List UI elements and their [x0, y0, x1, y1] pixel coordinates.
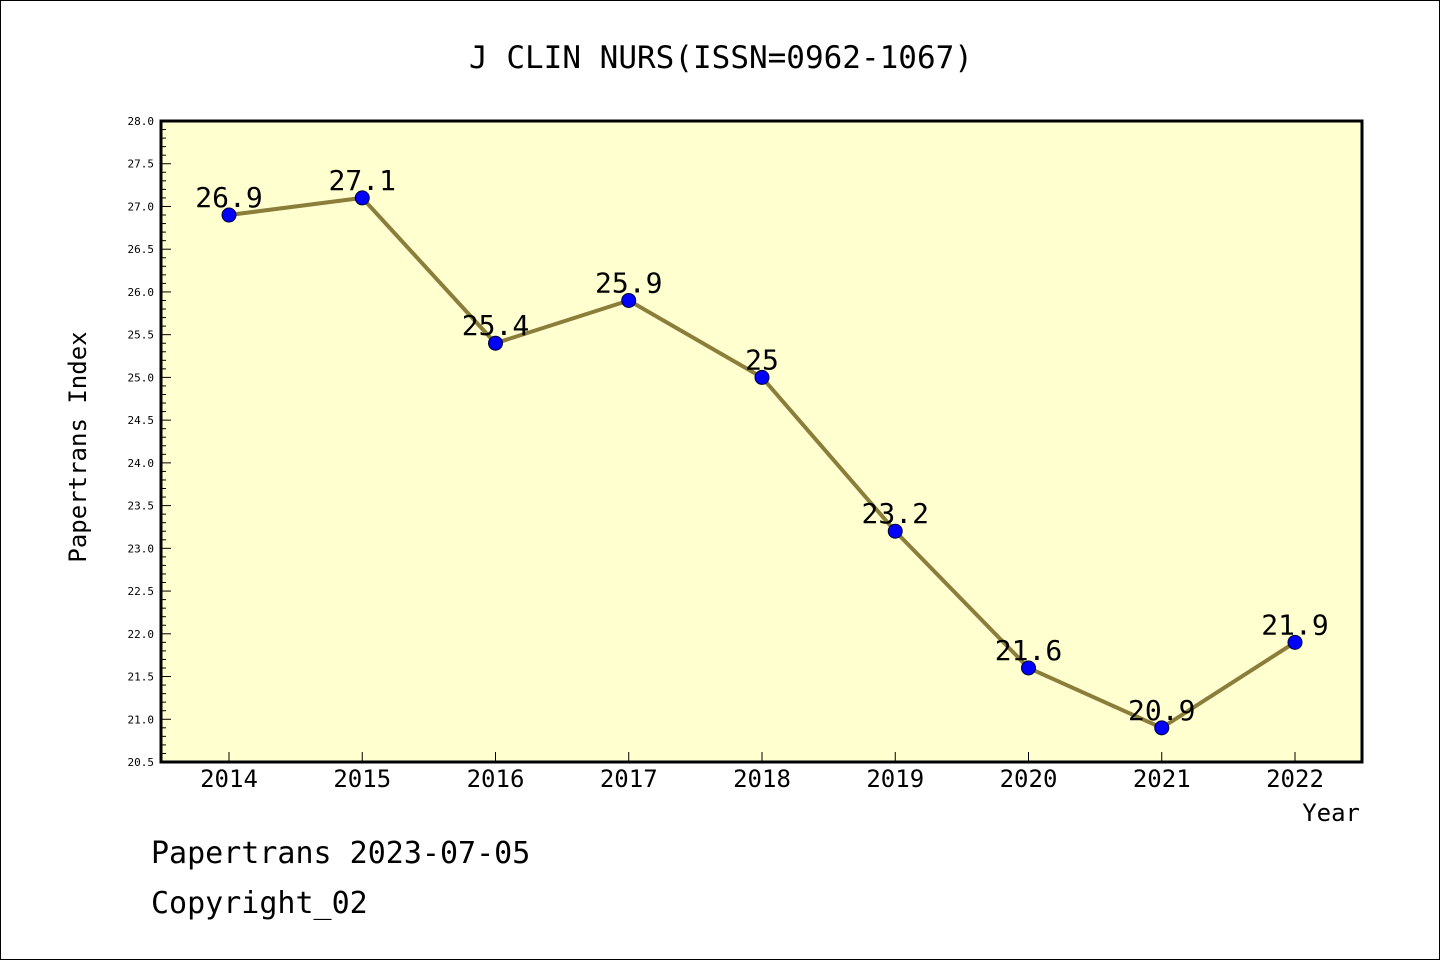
y-tick-label: 25.5 — [128, 329, 155, 342]
x-axis-label: Year — [1302, 799, 1360, 827]
x-axis-ticks: 2014 2015 2016 2017 2018 2019 2020 2021 2022 — [200, 752, 1324, 793]
data-label: 20.9 — [1128, 694, 1195, 727]
data-label: 27.1 — [329, 164, 396, 197]
y-tick-label: 24.0 — [128, 457, 155, 470]
x-tick-label: 2016 — [467, 765, 525, 793]
x-tick-label: 2018 — [733, 765, 791, 793]
y-tick-label: 23.5 — [128, 500, 155, 513]
y-tick-label: 25.0 — [128, 371, 155, 384]
y-tick-label: 26.0 — [128, 286, 155, 299]
y-tick-label: 22.0 — [128, 628, 155, 641]
data-point — [354, 190, 370, 206]
y-tick-label: 21.0 — [128, 713, 155, 726]
y-tick-label: 26.5 — [128, 243, 155, 256]
data-label: 26.9 — [195, 181, 262, 214]
footer-copyright: Copyright_02 — [151, 886, 368, 921]
series-papertrans-index: 26.9 27.1 25.4 25.9 25 23.2 21.6 20.9 21.9 — [195, 164, 1329, 736]
x-tick-label: 2021 — [1133, 765, 1191, 793]
data-point — [754, 369, 770, 385]
y-axis-ticks: 20.5 21.0 21.5 22.0 22.5 23.0 23.5 24.0 24.5 25.0… — [128, 115, 171, 769]
data-point — [221, 207, 237, 223]
data-label: 25.9 — [595, 266, 662, 299]
y-tick-label: 27.0 — [128, 200, 155, 213]
data-point — [1021, 660, 1036, 676]
y-tick-label: 23.0 — [128, 542, 155, 555]
x-tick-label: 2015 — [333, 765, 391, 793]
data-point — [887, 523, 903, 539]
x-tick-label: 2020 — [1000, 765, 1058, 793]
y-tick-label: 21.5 — [128, 671, 155, 684]
y-tick-label: 24.5 — [128, 414, 155, 427]
x-tick-label: 2017 — [600, 765, 658, 793]
y-tick-label: 20.5 — [128, 756, 155, 769]
chart-title: J CLIN NURS(ISSN=0962-1067) — [469, 40, 973, 76]
data-label: 25 — [745, 343, 779, 376]
y-tick-label: 28.0 — [128, 115, 155, 128]
data-point — [1287, 634, 1303, 650]
data-point — [1154, 720, 1170, 736]
data-point — [488, 335, 503, 351]
y-axis-label: Papertrans Index — [64, 331, 92, 562]
x-tick-label: 2022 — [1266, 765, 1324, 793]
y-tick-label: 22.5 — [128, 585, 155, 598]
x-tick-label: 2019 — [866, 765, 924, 793]
x-tick-label: 2014 — [200, 765, 258, 793]
data-label: 25.4 — [462, 309, 529, 342]
data-label: 21.9 — [1261, 608, 1328, 641]
data-label: 21.6 — [995, 634, 1062, 667]
plot-border — [159, 119, 1364, 764]
plot-area — [161, 121, 1362, 762]
data-point — [621, 292, 637, 308]
data-label: 23.2 — [862, 497, 929, 530]
y-tick-label: 27.5 — [128, 158, 155, 171]
footer-date: Papertrans 2023-07-05 — [151, 836, 531, 871]
